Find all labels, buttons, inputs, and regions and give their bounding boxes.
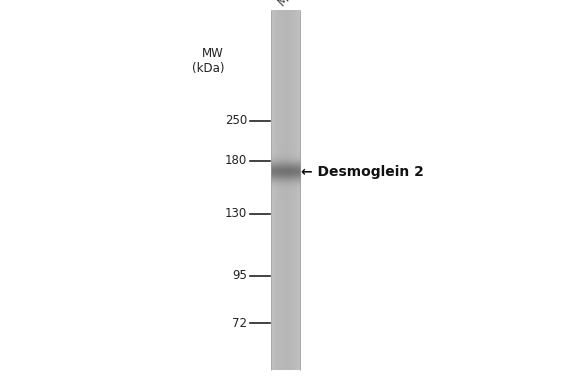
Text: 180: 180 [225,154,247,167]
Text: 72: 72 [232,317,247,330]
Text: ← Desmoglein 2: ← Desmoglein 2 [301,165,424,179]
Text: 250: 250 [225,115,247,127]
Text: 95: 95 [232,270,247,282]
Text: Mouse heart: Mouse heart [276,0,337,9]
Text: MW
(kDa): MW (kDa) [191,47,224,75]
Text: 130: 130 [225,207,247,220]
